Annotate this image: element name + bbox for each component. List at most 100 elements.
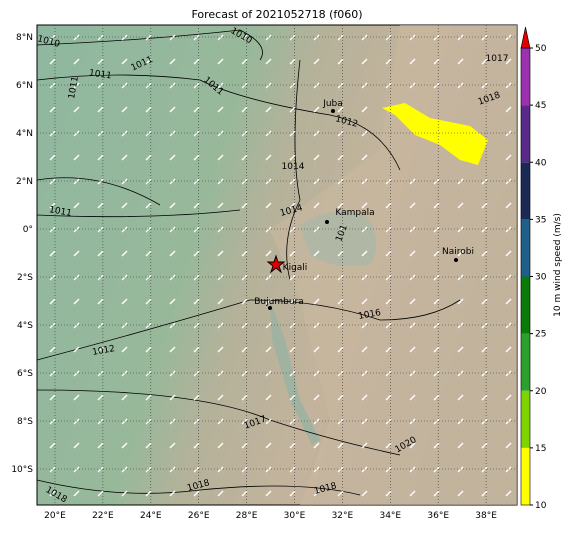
wind-barb	[193, 442, 200, 449]
wind-barb	[433, 34, 440, 41]
wind-barb	[169, 322, 176, 329]
wind-barb	[433, 370, 440, 377]
wind-barb	[289, 418, 296, 425]
wind-barb	[169, 202, 176, 209]
city-markers	[268, 109, 458, 310]
wind-barb	[217, 130, 224, 137]
wind-barb	[337, 442, 344, 449]
wind-barb	[265, 202, 272, 209]
wind-barb	[409, 418, 416, 425]
wind-barb	[409, 394, 416, 401]
wind-barb	[169, 250, 176, 257]
wind-barb	[313, 82, 320, 89]
wind-barb	[73, 298, 80, 305]
wind-barb	[289, 346, 296, 353]
wind-barb	[217, 490, 224, 497]
star-marker	[266, 254, 286, 274]
lat-label: 8°S	[17, 417, 33, 427]
wind-barb	[361, 298, 368, 305]
wind-barb	[505, 202, 512, 209]
isobars	[36, 29, 461, 496]
wind-barb	[193, 490, 200, 497]
colorbar-tick-label: 50	[535, 44, 547, 54]
wind-barb	[193, 346, 200, 353]
wind-barb	[145, 250, 152, 257]
wind-barb	[121, 154, 128, 161]
wind-barb	[385, 82, 392, 89]
wind-barb	[265, 442, 272, 449]
wind-barb	[457, 442, 464, 449]
wind-barb	[73, 82, 80, 89]
wind-barb	[457, 202, 464, 209]
wind-barb	[193, 250, 200, 257]
wind-barb	[337, 418, 344, 425]
wind-barb	[409, 178, 416, 185]
wind-barb	[289, 202, 296, 209]
wind-barb	[49, 490, 56, 497]
wind-barb	[409, 466, 416, 473]
wind-barb	[97, 34, 104, 41]
wind-barb	[217, 34, 224, 41]
wind-barb	[265, 346, 272, 353]
wind-barb	[241, 346, 248, 353]
wind-barb	[169, 226, 176, 233]
wind-barb	[313, 250, 320, 257]
wind-barb	[145, 346, 152, 353]
wind-barb	[505, 298, 512, 305]
wind-barb	[121, 226, 128, 233]
wind-barb	[265, 274, 272, 281]
wind-barb	[169, 130, 176, 137]
wind-barb	[361, 394, 368, 401]
wind-barb	[97, 226, 104, 233]
lat-label: 10°S	[11, 465, 33, 475]
wind-barb	[217, 178, 224, 185]
wind-barb	[121, 418, 128, 425]
wind-barb	[481, 346, 488, 353]
wind-barb	[73, 178, 80, 185]
wind-barb	[121, 394, 128, 401]
wind-barb	[385, 178, 392, 185]
colorbar-segment	[521, 48, 530, 106]
wind-barb	[193, 370, 200, 377]
wind-barb	[505, 250, 512, 257]
wind-barb	[73, 226, 80, 233]
wind-barb	[49, 322, 56, 329]
wind-barb	[49, 202, 56, 209]
wind-barb	[73, 490, 80, 497]
wind-barb	[193, 106, 200, 113]
wind-barb	[97, 130, 104, 137]
wind-barb	[73, 34, 80, 41]
wind-barb	[49, 106, 56, 113]
wind-barb	[337, 274, 344, 281]
wind-barb	[457, 346, 464, 353]
wind-barb	[505, 442, 512, 449]
wind-barb	[121, 370, 128, 377]
wind-barb	[241, 202, 248, 209]
wind-barb	[457, 250, 464, 257]
lat-label: 4°N	[16, 129, 33, 139]
wind-barb	[481, 202, 488, 209]
wind-barb	[457, 466, 464, 473]
wind-barb	[145, 178, 152, 185]
wind-barb	[481, 226, 488, 233]
wind-barb	[289, 34, 296, 41]
wind-barb	[313, 370, 320, 377]
wind-barb	[49, 226, 56, 233]
wind-barb	[145, 418, 152, 425]
wind-barb	[97, 82, 104, 89]
wind-barb	[217, 58, 224, 65]
wind-barb	[313, 34, 320, 41]
wind-barb	[265, 34, 272, 41]
lon-label: 36°E	[427, 511, 449, 521]
wind-barb	[385, 490, 392, 497]
wind-barb	[97, 106, 104, 113]
wind-barb	[409, 82, 416, 89]
wind-barb	[49, 274, 56, 281]
wind-barb	[217, 394, 224, 401]
wind-barb	[433, 202, 440, 209]
wind-barb	[505, 178, 512, 185]
wind-barb	[265, 178, 272, 185]
wind-barb	[361, 130, 368, 137]
wind-barb	[169, 178, 176, 185]
lake-victoria	[300, 211, 377, 267]
